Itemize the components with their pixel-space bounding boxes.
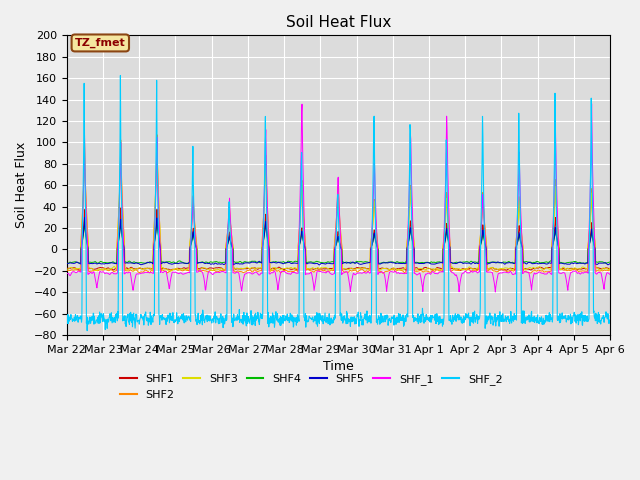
SHF_2	[184, 313, 192, 319]
SHF5	[81, 215, 88, 221]
SHF1	[245, 266, 253, 272]
SHF3	[424, 265, 431, 271]
SHF_1	[494, 272, 502, 277]
SHF4	[184, 261, 192, 266]
SHF_1	[423, 271, 431, 277]
SHF_2	[63, 318, 70, 324]
SHF5	[424, 260, 431, 265]
Line: SHF5: SHF5	[67, 218, 610, 265]
SHF5	[495, 259, 502, 265]
SHF3	[153, 135, 161, 141]
Legend: SHF1, SHF2, SHF3, SHF4, SHF5, SHF_1, SHF_2: SHF1, SHF2, SHF3, SHF4, SHF5, SHF_1, SHF…	[115, 370, 507, 404]
SHF3	[168, 268, 175, 274]
X-axis label: Time: Time	[323, 360, 354, 373]
SHF5	[606, 261, 614, 266]
SHF_2	[495, 315, 502, 321]
SHF3	[184, 266, 192, 272]
SHF_1	[170, 269, 178, 275]
SHF2	[184, 268, 192, 274]
SHF_1	[184, 270, 191, 276]
SHF_2	[606, 317, 614, 323]
SHF1	[457, 268, 465, 274]
Line: SHF3: SHF3	[67, 138, 610, 271]
SHF_1	[244, 270, 252, 276]
Title: Soil Heat Flux: Soil Heat Flux	[286, 15, 391, 30]
Y-axis label: Soil Heat Flux: Soil Heat Flux	[15, 142, 28, 228]
Line: SHF1: SHF1	[67, 208, 610, 271]
SHF2	[153, 132, 161, 138]
SHF5	[245, 260, 253, 266]
SHF3	[606, 265, 614, 271]
Line: SHF4: SHF4	[67, 220, 610, 264]
SHF3	[63, 266, 70, 272]
SHF1	[63, 265, 70, 271]
SHF4	[245, 259, 253, 265]
SHF_2	[245, 320, 253, 326]
SHF_2	[172, 319, 179, 324]
SHF5	[230, 262, 237, 268]
SHF_1	[63, 271, 70, 276]
SHF_2	[116, 72, 124, 78]
Line: SHF_1: SHF_1	[67, 104, 610, 292]
SHF2	[245, 267, 253, 273]
SHF4	[184, 261, 192, 266]
SHF4	[171, 260, 179, 265]
SHF1	[495, 267, 502, 273]
SHF4	[153, 217, 161, 223]
SHF5	[543, 261, 550, 267]
SHF_1	[542, 271, 550, 277]
SHF2	[424, 268, 431, 274]
SHF_2	[543, 315, 550, 321]
SHF4	[543, 259, 550, 265]
SHF5	[184, 260, 192, 266]
SHF4	[495, 260, 502, 265]
SHF2	[606, 266, 614, 272]
SHF_1	[492, 289, 499, 295]
SHF2	[495, 268, 502, 274]
SHF2	[543, 269, 550, 275]
SHF3	[495, 266, 502, 272]
SHF5	[171, 261, 179, 266]
SHF_1	[588, 101, 595, 107]
Line: SHF2: SHF2	[67, 135, 610, 273]
SHF3	[245, 266, 253, 272]
SHF1	[171, 266, 179, 272]
SHF5	[63, 261, 70, 266]
SHF4	[63, 260, 70, 266]
Text: TZ_fmet: TZ_fmet	[75, 38, 125, 48]
SHF1	[606, 266, 614, 272]
SHF_2	[83, 328, 91, 334]
SHF_1	[606, 272, 614, 277]
Line: SHF_2: SHF_2	[67, 75, 610, 331]
SHF1	[543, 265, 550, 271]
SHF2	[171, 266, 179, 272]
SHF3	[172, 266, 179, 272]
SHF4	[424, 259, 431, 265]
SHF1	[184, 265, 192, 271]
SHF1	[423, 265, 431, 271]
SHF2	[63, 268, 70, 274]
SHF4	[606, 259, 614, 265]
SHF_2	[424, 316, 431, 322]
SHF3	[543, 264, 550, 270]
SHF1	[117, 205, 125, 211]
SHF2	[380, 270, 387, 276]
